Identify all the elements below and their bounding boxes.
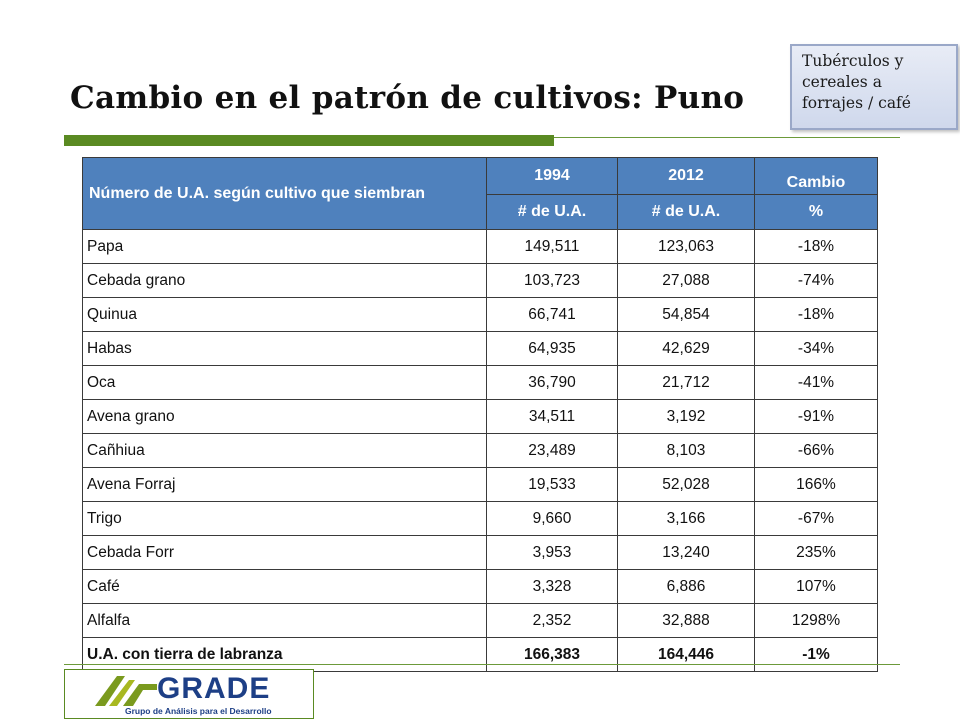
table-row: Cebada Forr 3,953 13,240 235% xyxy=(82,535,878,570)
row-2012: 54,854 xyxy=(617,297,755,332)
row-2012: 32,888 xyxy=(617,603,755,638)
row-cambio: -91% xyxy=(754,399,878,434)
row-cambio: 166% xyxy=(754,467,878,502)
row-1994: 64,935 xyxy=(486,331,618,366)
table-row: Alfalfa 2,352 32,888 1298% xyxy=(82,603,878,638)
row-crop: Oca xyxy=(82,365,487,400)
row-1994: 3,328 xyxy=(486,569,618,604)
row-crop: Avena Forraj xyxy=(82,467,487,502)
table-row: Oca 36,790 21,712 -41% xyxy=(82,365,878,400)
row-1994: 2,352 xyxy=(486,603,618,638)
row-1994: 66,741 xyxy=(486,297,618,332)
table-row: Habas 64,935 42,629 -34% xyxy=(82,331,878,366)
crop-table: Número de U.A. según cultivo que siembra… xyxy=(82,157,878,672)
row-cambio: 107% xyxy=(754,569,878,604)
title-divider xyxy=(554,137,900,138)
row-cambio: -18% xyxy=(754,229,878,264)
grade-logo: GRADE Grupo de Análisis para el Desarrol… xyxy=(64,669,314,719)
footer-divider xyxy=(64,664,900,665)
row-cambio: -34% xyxy=(754,331,878,366)
row-2012: 42,629 xyxy=(617,331,755,366)
subheader-2012: # de U.A. xyxy=(617,194,755,230)
row-2012: 13,240 xyxy=(617,535,755,570)
row-1994: 9,660 xyxy=(486,501,618,536)
logo-tagline: Grupo de Análisis para el Desarrollo xyxy=(125,706,272,716)
row-crop: Papa xyxy=(82,229,487,264)
header-2012: 2012 xyxy=(617,157,755,195)
row-2012: 52,028 xyxy=(617,467,755,502)
subheader-cambio: % xyxy=(754,194,878,230)
table-row: Cañhiua 23,489 8,103 -66% xyxy=(82,433,878,468)
row-cambio: -67% xyxy=(754,501,878,536)
header-1994: 1994 xyxy=(486,157,618,195)
row-crop: Avena grano xyxy=(82,399,487,434)
subheader-1994: # de U.A. xyxy=(486,194,618,230)
row-crop: Cebada grano xyxy=(82,263,487,298)
row-crop: Cañhiua xyxy=(82,433,487,468)
table-row: Quinua 66,741 54,854 -18% xyxy=(82,297,878,332)
total-1994: 166,383 xyxy=(486,637,618,672)
row-crop: Trigo xyxy=(82,501,487,536)
table-row: Avena Forraj 19,533 52,028 166% xyxy=(82,467,878,502)
table-row: Café 3,328 6,886 107% xyxy=(82,569,878,604)
row-2012: 3,166 xyxy=(617,501,755,536)
header-crop: Número de U.A. según cultivo que siembra… xyxy=(82,157,487,230)
total-cambio: -1% xyxy=(754,637,878,672)
row-crop: Alfalfa xyxy=(82,603,487,638)
row-1994: 36,790 xyxy=(486,365,618,400)
table-row: Papa 149,511 123,063 -18% xyxy=(82,229,878,264)
logo-wordmark: GRADE xyxy=(157,672,271,705)
total-2012: 164,446 xyxy=(617,637,755,672)
row-2012: 8,103 xyxy=(617,433,755,468)
row-2012: 123,063 xyxy=(617,229,755,264)
row-cambio: -18% xyxy=(754,297,878,332)
total-label: U.A. con tierra de labranza xyxy=(82,637,487,672)
row-cambio: -41% xyxy=(754,365,878,400)
row-crop: Habas xyxy=(82,331,487,366)
table-row: Trigo 9,660 3,166 -67% xyxy=(82,501,878,536)
title-underline xyxy=(64,135,554,146)
row-1994: 149,511 xyxy=(486,229,618,264)
row-1994: 3,953 xyxy=(486,535,618,570)
total-row: U.A. con tierra de labranza 166,383 164,44… xyxy=(82,637,878,672)
row-cambio: -74% xyxy=(754,263,878,298)
row-2012: 21,712 xyxy=(617,365,755,400)
header-cambio: Cambio xyxy=(754,157,878,195)
row-1994: 103,723 xyxy=(486,263,618,298)
row-2012: 6,886 xyxy=(617,569,755,604)
row-cambio: 235% xyxy=(754,535,878,570)
row-2012: 27,088 xyxy=(617,263,755,298)
row-crop: Café xyxy=(82,569,487,604)
row-cambio: 1298% xyxy=(754,603,878,638)
row-1994: 34,511 xyxy=(486,399,618,434)
row-1994: 19,533 xyxy=(486,467,618,502)
page-title: Cambio en el patrón de cultivos: Puno xyxy=(70,80,745,116)
grade-logo-icon xyxy=(95,676,157,706)
row-crop: Quinua xyxy=(82,297,487,332)
callout-note: Tubérculos y cereales a forrajes / café xyxy=(790,44,958,130)
table-row: Avena grano 34,511 3,192 -91% xyxy=(82,399,878,434)
row-crop: Cebada Forr xyxy=(82,535,487,570)
table-row: Cebada grano 103,723 27,088 -74% xyxy=(82,263,878,298)
row-cambio: -66% xyxy=(754,433,878,468)
row-1994: 23,489 xyxy=(486,433,618,468)
row-2012: 3,192 xyxy=(617,399,755,434)
